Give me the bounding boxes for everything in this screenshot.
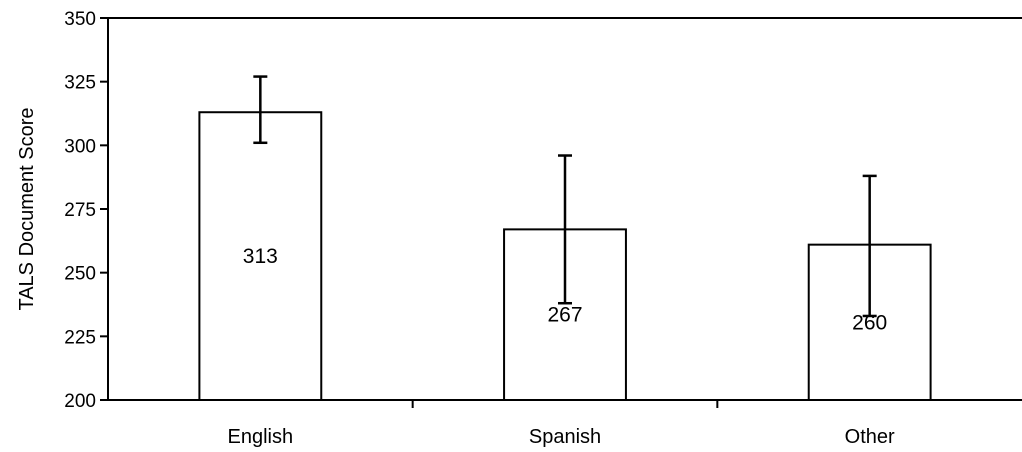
y-axis-ticks: 200 225 250 275 300 325 350: [64, 9, 719, 412]
error-bar-english: [253, 75, 268, 145]
error-bar-other: [862, 174, 877, 318]
bar-english: [198, 111, 323, 402]
error-bar-spanish: [558, 154, 572, 305]
x-tick-label-other: Other: [845, 426, 895, 448]
data-label-english: 313: [243, 245, 278, 268]
y-tick-label: 275: [64, 200, 96, 221]
data-label-spanish: 267: [547, 304, 582, 327]
x-tick-label-english: English: [228, 426, 294, 448]
data-label-other: 260: [852, 311, 887, 334]
error-bars: [253, 75, 877, 318]
y-tick-label: 225: [64, 327, 96, 348]
x-tick-label-spanish: Spanish: [529, 426, 601, 448]
y-tick-label: 250: [64, 264, 96, 285]
y-tick-label: 325: [64, 73, 96, 94]
y-tick-label: 300: [64, 136, 96, 157]
data-labels: 313 267 260: [243, 245, 887, 334]
y-axis-label: TALS Document Score: [16, 107, 38, 310]
y-tick-label: 350: [64, 9, 96, 30]
x-axis-categories: English Spanish Other: [228, 426, 895, 448]
y-tick-label: 200: [64, 391, 96, 412]
